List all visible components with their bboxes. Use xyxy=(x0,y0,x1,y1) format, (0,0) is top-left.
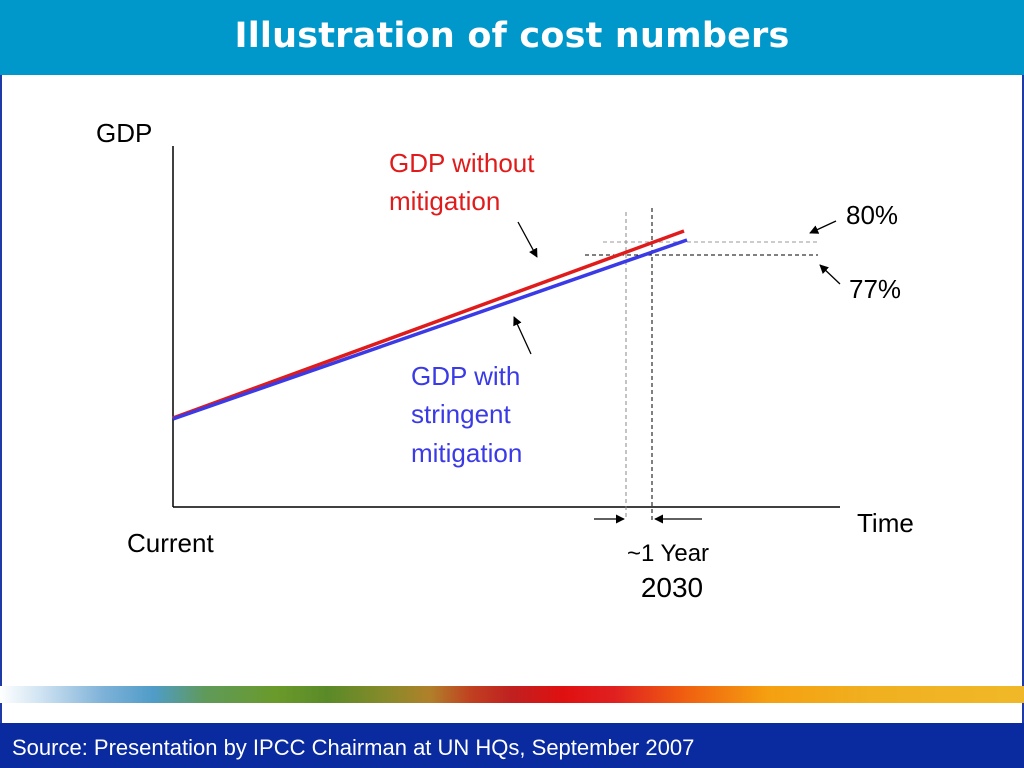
pointer-arrow-stringent-mitigation xyxy=(513,316,532,355)
gap-label: ~1 Year xyxy=(627,540,709,567)
pointer-arrow-without-mitigation xyxy=(517,221,538,258)
gdp-stringent-mitigation-line xyxy=(172,238,688,421)
pointer-arrow-upper-pct xyxy=(809,220,837,234)
gdp-cost-diagram: GDP Time Current GDP without mitigation … xyxy=(96,118,914,603)
series-label-without-line-2: mitigation xyxy=(389,186,500,216)
decorative-color-strip xyxy=(0,686,1024,703)
source-caption: Source: Presentation by IPCC Chairman at… xyxy=(12,735,695,760)
x-origin-label: Current xyxy=(127,528,214,558)
lower-pct-label: 77% xyxy=(849,274,901,304)
series-label-stringent-line-1a: GDP xyxy=(411,361,467,391)
year-label: 2030 xyxy=(641,572,703,603)
series-label-stringent-mitigation: GDP with stringent mitigation xyxy=(411,361,528,468)
series-label-without-line-1a: GDP xyxy=(389,148,445,178)
series-label-without-line-1b: without xyxy=(445,148,535,178)
upper-pct-label: 80% xyxy=(846,200,898,230)
gdp-without-mitigation-line xyxy=(172,229,685,420)
footer-bar: Source: Presentation by IPCC Chairman at… xyxy=(0,723,1024,768)
series-label-stringent-line-3: mitigation xyxy=(411,438,522,468)
series-label-stringent-line-2: stringent xyxy=(411,399,511,429)
content-frame xyxy=(0,75,1024,723)
series-label-stringent-line-1b: with xyxy=(467,361,520,391)
slide-title: Illustration of cost numbers xyxy=(234,16,790,56)
pointer-arrow-lower-pct xyxy=(819,264,841,285)
x-axis-label: Time xyxy=(857,508,914,538)
series-label-without-mitigation: GDP without mitigation xyxy=(389,148,542,216)
y-axis-label: GDP xyxy=(96,118,152,148)
header-bar: Illustration of cost numbers xyxy=(0,0,1024,75)
